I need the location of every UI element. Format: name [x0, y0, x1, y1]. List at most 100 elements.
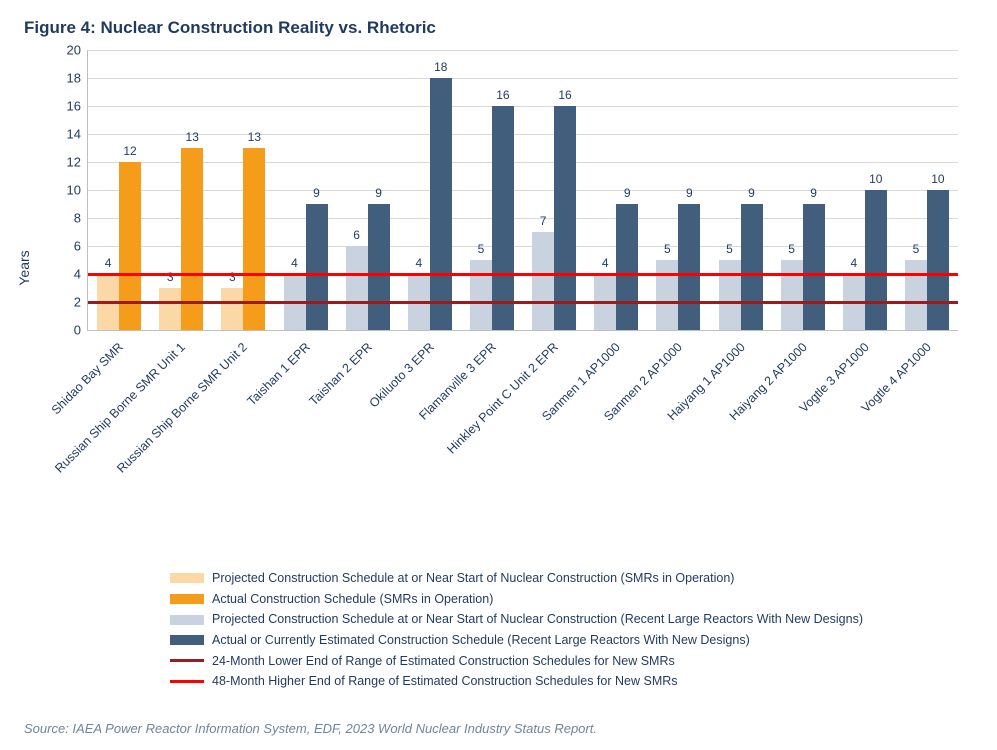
- bar-value-label: 16: [554, 88, 576, 102]
- bar-value-label: 18: [430, 60, 452, 74]
- bar-group: 59: [656, 50, 700, 330]
- x-tick-label: Hinkley Point C Unit 2 EPR: [444, 340, 561, 457]
- bar-value-label: 9: [306, 186, 328, 200]
- bar-value-label: 4: [843, 256, 865, 270]
- bar-value-label: 9: [803, 186, 825, 200]
- legend-label: Projected Construction Schedule at or Ne…: [212, 609, 863, 630]
- bar-actual: 9: [616, 204, 638, 330]
- bar-value-label: 4: [408, 256, 430, 270]
- bar-value-label: 9: [741, 186, 763, 200]
- y-tick-label: 18: [41, 71, 81, 86]
- bar-projected: 3: [221, 288, 243, 330]
- bar-value-label: 12: [119, 144, 141, 158]
- bar-value-label: 6: [346, 228, 368, 242]
- bar-projected: 5: [719, 260, 741, 330]
- bar-actual: 10: [927, 190, 949, 330]
- y-tick-label: 8: [41, 211, 81, 226]
- y-tick-label: 4: [41, 267, 81, 282]
- bar-value-label: 7: [532, 214, 554, 228]
- bar-value-label: 13: [243, 130, 265, 144]
- bar-value-label: 4: [284, 256, 306, 270]
- y-tick-label: 0: [41, 323, 81, 338]
- y-tick-label: 6: [41, 239, 81, 254]
- x-tick-label: Taishan 2 EPR: [306, 340, 374, 408]
- bar-value-label: 4: [594, 256, 616, 270]
- bar-actual: 9: [803, 204, 825, 330]
- bar-projected: 5: [656, 260, 678, 330]
- bar-group: 716: [532, 50, 576, 330]
- x-tick-label: Taishan 1 EPR: [244, 340, 312, 408]
- y-tick-label: 12: [41, 155, 81, 170]
- bar-projected: 6: [346, 246, 368, 330]
- bar-actual: 9: [306, 204, 328, 330]
- figure-container: Figure 4: Nuclear Construction Reality v…: [0, 0, 997, 750]
- legend-item: 48-Month Higher End of Range of Estimate…: [170, 671, 863, 692]
- bar-projected: 5: [905, 260, 927, 330]
- legend-item: Actual or Currently Estimated Constructi…: [170, 630, 863, 651]
- figure-title: Figure 4: Nuclear Construction Reality v…: [24, 18, 973, 38]
- y-tick-label: 16: [41, 99, 81, 114]
- bar-group: 3 13: [159, 50, 203, 330]
- bar-group: 410: [843, 50, 887, 330]
- bars-container: 412313313496941851671649595959410510: [88, 50, 958, 330]
- y-axis-label: Years: [16, 250, 32, 285]
- legend-item: 24-Month Lower End of Range of Estimated…: [170, 651, 863, 672]
- legend-item: Projected Construction Schedule at or Ne…: [170, 609, 863, 630]
- legend-label: 48-Month Higher End of Range of Estimate…: [212, 671, 678, 692]
- bar-group: 49: [594, 50, 638, 330]
- bar-projected: 7: [532, 232, 554, 330]
- bar-projected: 3: [159, 288, 181, 330]
- bar-actual: 9: [678, 204, 700, 330]
- x-axis-labels: Shidao Bay SMRRussian Ship Borne SMR Uni…: [87, 336, 957, 486]
- bar-value-label: 4: [97, 256, 119, 270]
- legend-line-icon: [170, 680, 204, 683]
- bar-value-label: 5: [781, 242, 803, 256]
- bar-group: 59: [781, 50, 825, 330]
- bar-value-label: 10: [865, 172, 887, 186]
- bar-group: 510: [905, 50, 949, 330]
- bar-actual: 16: [554, 106, 576, 330]
- bar-value-label: 5: [470, 242, 492, 256]
- bar-value-label: 5: [719, 242, 741, 256]
- bar-group: 3 13: [221, 50, 265, 330]
- bar-value-label: 9: [616, 186, 638, 200]
- bar-value-label: 16: [492, 88, 514, 102]
- bar-projected: 5: [781, 260, 803, 330]
- bar-value-label: 9: [368, 186, 390, 200]
- bar-actual: 9: [741, 204, 763, 330]
- bar-projected: 5: [470, 260, 492, 330]
- legend-swatch-icon: [170, 573, 204, 583]
- y-axis-ticks: 02468101214161820: [41, 50, 81, 330]
- legend-label: Projected Construction Schedule at or Ne…: [212, 568, 734, 589]
- bar-group: 418: [408, 50, 452, 330]
- x-tick-label: Russian Ship Borne SMR Unit 1: [52, 340, 188, 476]
- legend-label: 24-Month Lower End of Range of Estimated…: [212, 651, 675, 672]
- bar-actual: 16: [492, 106, 514, 330]
- bar-actual: 12: [119, 162, 141, 330]
- bar-actual: 18: [430, 78, 452, 330]
- legend: Projected Construction Schedule at or Ne…: [170, 568, 863, 692]
- legend-swatch-icon: [170, 615, 204, 625]
- bar-group: 69: [346, 50, 390, 330]
- legend-item: Actual Construction Schedule (SMRs in Op…: [170, 589, 863, 610]
- bar-group: 49: [284, 50, 328, 330]
- bar-group: 412: [97, 50, 141, 330]
- plot-area: 412313313496941851671649595959410510: [87, 50, 958, 331]
- bar-actual: 10: [865, 190, 887, 330]
- bar-value-label: 10: [927, 172, 949, 186]
- legend-line-icon: [170, 659, 204, 662]
- bar-value-label: 13: [181, 130, 203, 144]
- legend-swatch-icon: [170, 635, 204, 645]
- bar-value-label: 9: [678, 186, 700, 200]
- y-tick-label: 2: [41, 295, 81, 310]
- legend-label: Actual Construction Schedule (SMRs in Op…: [212, 589, 493, 610]
- legend-item: Projected Construction Schedule at or Ne…: [170, 568, 863, 589]
- bar-group: 59: [719, 50, 763, 330]
- source-caption: Source: IAEA Power Reactor Information S…: [24, 721, 597, 736]
- x-tick-label: Russian Ship Borne SMR Unit 2: [115, 340, 251, 476]
- x-tick-label: Okiluoto 3 EPR: [366, 340, 436, 410]
- y-tick-label: 20: [41, 43, 81, 58]
- y-tick-label: 10: [41, 183, 81, 198]
- reference-line: [88, 301, 958, 304]
- bar-group: 516: [470, 50, 514, 330]
